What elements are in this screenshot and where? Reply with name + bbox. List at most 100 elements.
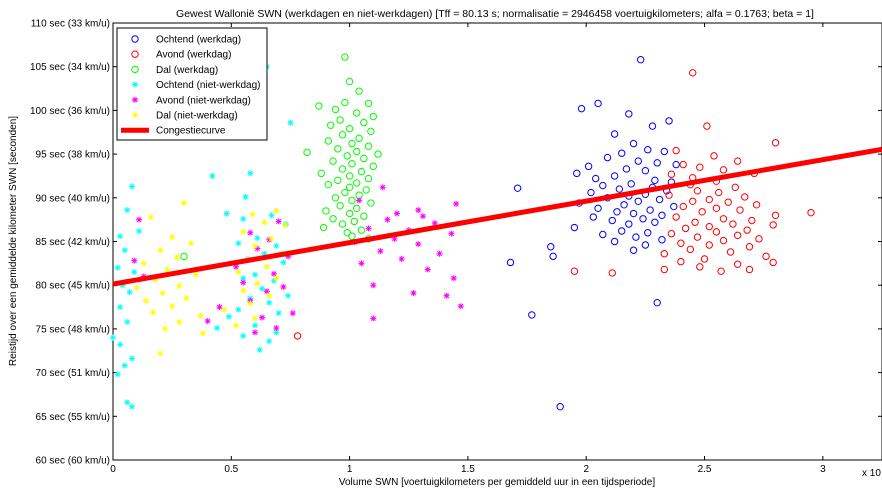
data-point (625, 220, 633, 228)
data-point (705, 222, 713, 231)
data-point (126, 289, 133, 296)
data-point (341, 188, 349, 197)
data-point (745, 265, 754, 274)
data-point (745, 243, 754, 251)
x-tick-label: 1 (347, 464, 353, 475)
x-tick-label: 2.5 (698, 464, 712, 475)
data-point (667, 170, 676, 178)
data-point (632, 233, 640, 241)
data-point (570, 223, 579, 232)
data-point (556, 402, 564, 411)
data-point (128, 403, 135, 410)
data-point (345, 172, 354, 180)
data-point (528, 311, 536, 319)
y-tick-label: 105 sec (34 km/u) (30, 62, 110, 73)
data-point (769, 258, 777, 267)
data-point (693, 233, 702, 241)
data-point (431, 220, 438, 227)
data-point (275, 218, 282, 225)
data-point (506, 258, 515, 267)
data-point (549, 252, 557, 261)
data-point (603, 153, 612, 162)
data-point (364, 142, 373, 150)
data-point (644, 229, 652, 237)
legend-marker (132, 112, 138, 118)
data-point (225, 313, 232, 320)
data-point (345, 125, 354, 133)
data-point (268, 235, 275, 242)
data-point (577, 104, 586, 113)
data-point (324, 180, 333, 189)
data-point (128, 183, 135, 190)
data-point (696, 163, 704, 171)
data-point (415, 207, 422, 214)
data-point (183, 295, 190, 302)
data-point (303, 148, 311, 157)
legend-entry-label: Congestiecurve (156, 126, 226, 137)
data-point (610, 130, 619, 138)
data-point (240, 287, 247, 294)
data-point (362, 186, 370, 194)
data-point (715, 188, 723, 197)
legend-entry-label: Avond (werkdag) (156, 50, 231, 61)
data-point (293, 332, 302, 340)
data-point (360, 154, 368, 163)
data-point (192, 271, 199, 278)
data-point (240, 275, 247, 282)
data-point (700, 255, 709, 263)
data-point (345, 77, 354, 86)
data-point (660, 250, 669, 258)
data-point (162, 325, 169, 332)
data-point (357, 167, 366, 176)
data-point (648, 122, 657, 130)
y-axis-label: Reistijd over een gemiddelde kilometer S… (8, 116, 19, 366)
data-point (235, 240, 242, 247)
data-point (280, 283, 287, 290)
data-point (223, 210, 230, 217)
data-point (377, 248, 384, 255)
data-point (769, 221, 777, 229)
data-point (289, 310, 296, 317)
data-point (672, 146, 680, 155)
y-tick-label: 110 sec (33 km/u) (31, 19, 110, 30)
data-point (221, 306, 228, 313)
data-point (350, 217, 359, 226)
x-tick-label: 0.5 (224, 464, 238, 475)
data-point (329, 157, 337, 165)
data-point (448, 230, 455, 237)
data-point (209, 172, 216, 179)
data-point (128, 355, 135, 362)
data-point (748, 216, 756, 225)
data-point (338, 131, 347, 139)
data-point (164, 266, 171, 273)
data-point (355, 87, 363, 95)
data-point (622, 165, 631, 173)
data-point (419, 213, 426, 220)
data-point (610, 237, 619, 246)
data-points (110, 53, 815, 411)
data-point (374, 150, 382, 158)
data-point (357, 226, 366, 234)
data-point (263, 288, 270, 295)
data-point (204, 318, 211, 325)
data-point (336, 116, 344, 124)
data-point (398, 255, 405, 262)
data-point (367, 127, 375, 136)
legend-entry-label: Ochtend (niet-werkdag) (156, 80, 261, 91)
data-point (233, 322, 240, 329)
data-point (180, 252, 188, 261)
legend-marker (132, 81, 138, 88)
data-point (273, 242, 280, 249)
data-point (249, 211, 256, 218)
data-point (348, 139, 356, 148)
data-point (594, 99, 602, 108)
data-point (457, 303, 464, 310)
data-point (147, 214, 154, 221)
data-point (235, 269, 242, 276)
y-tick-label: 100 sec (36 km/u) (30, 106, 110, 117)
data-point (679, 202, 687, 211)
data-point (705, 195, 713, 204)
data-point (110, 334, 116, 341)
data-point (620, 201, 628, 209)
data-point (384, 216, 391, 223)
